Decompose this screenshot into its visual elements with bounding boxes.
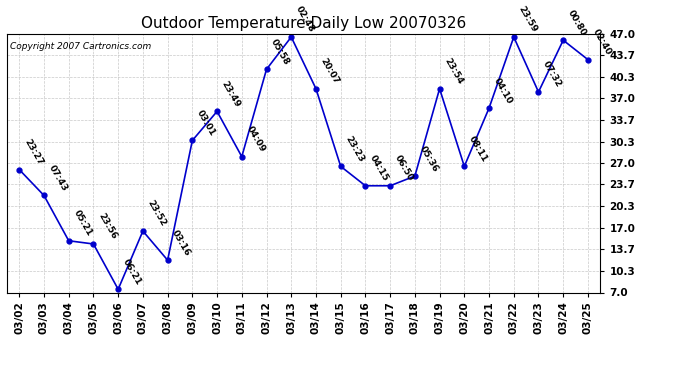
Text: 03:16: 03:16 [170,228,193,257]
Text: 08:11: 08:11 [467,134,489,164]
Text: 23:56: 23:56 [96,212,118,241]
Text: 23:52: 23:52 [146,199,168,228]
Text: 06:50: 06:50 [393,154,415,183]
Text: 03:01: 03:01 [195,109,217,138]
Text: 05:58: 05:58 [269,38,291,66]
Text: 07:43: 07:43 [47,163,69,193]
Title: Outdoor Temperature Daily Low 20070326: Outdoor Temperature Daily Low 20070326 [141,16,466,31]
Text: 04:10: 04:10 [492,76,514,105]
Text: 02:48: 02:48 [294,5,316,34]
Text: 05:21: 05:21 [72,209,94,238]
Text: 00:80: 00:80 [566,9,588,38]
Text: 04:09: 04:09 [244,124,266,154]
Text: 20:07: 20:07 [319,57,341,86]
Text: 23:49: 23:49 [220,79,242,109]
Text: 23:54: 23:54 [442,57,464,86]
Text: 05:36: 05:36 [417,144,440,173]
Text: 02:40: 02:40 [591,28,613,57]
Text: 23:27: 23:27 [22,137,44,167]
Text: 06:21: 06:21 [121,257,143,286]
Text: 23:23: 23:23 [344,134,366,164]
Text: Copyright 2007 Cartronics.com: Copyright 2007 Cartronics.com [10,42,151,51]
Text: 04:15: 04:15 [368,154,391,183]
Text: 23:59: 23:59 [517,5,539,34]
Text: 07:32: 07:32 [541,60,563,89]
